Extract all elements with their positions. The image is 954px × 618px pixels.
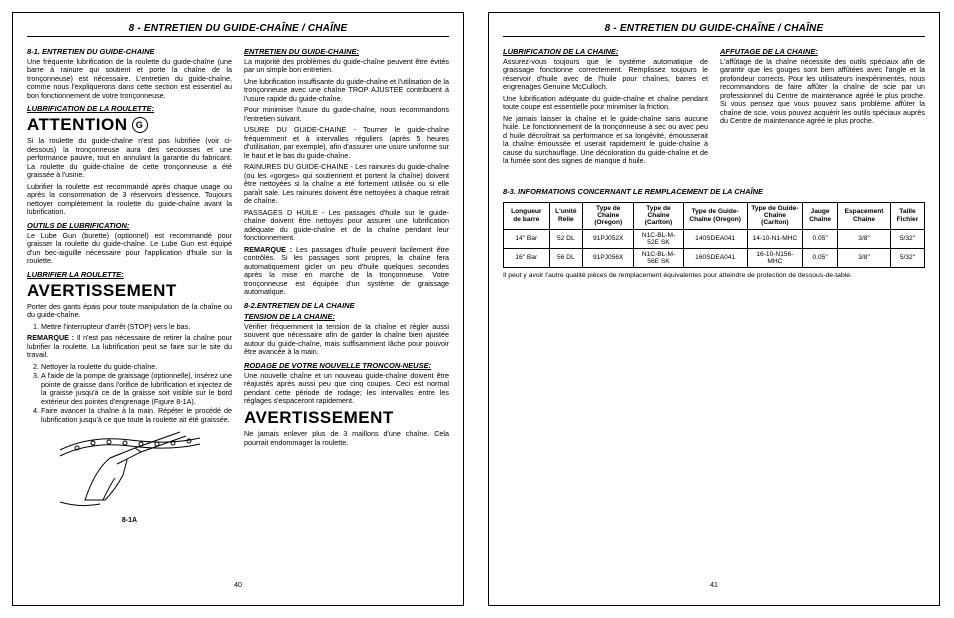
warning-text: AVERTISSEMENT	[27, 281, 177, 301]
list-item: Faire avancer la chaîne à la main. Répét…	[41, 407, 232, 424]
list-item: Nettoyer la roulette du guide-chaîne.	[41, 363, 232, 371]
remark: REMARQUE : Il n'est pas nécessaire de re…	[27, 334, 232, 359]
table-title: 8-3. INFORMATIONS CONCERNANT LE REMPLACE…	[503, 187, 925, 196]
table-cell: 140SDEA041	[683, 229, 747, 248]
attention-circle-icon: G	[132, 117, 148, 133]
figure-8-1a-illustration	[55, 430, 205, 515]
body-text: Vérifier fréquemment la tension de la ch…	[244, 323, 449, 357]
table-row: 14" Bar52 DL91PJ052XN1C-BL-M-52E SK140SD…	[504, 229, 925, 248]
table-cell: 52 DL	[549, 229, 583, 248]
replacement-chain-table: Longueur de barreL'unité RelieType de Ch…	[503, 202, 925, 268]
table-row: 16" Bar56 DL91PJ056XN1C-BL-M-56E SK160SD…	[504, 248, 925, 267]
table-cell: 14-10-N1-MHC	[747, 229, 802, 248]
body-text: RAINURES DU GUIDE-CHAINE - Les rainures …	[244, 163, 449, 205]
attention-heading: ATTENTION G	[27, 115, 232, 135]
heading: ENTRETIEN DU GUIDE-CHAINE:	[244, 47, 449, 56]
body-text: L'affûtage de la chaîne nécessite des ou…	[720, 58, 925, 126]
body-text: Si la roulette du guide-chaîne n'est pas…	[27, 137, 232, 179]
left-col-2: ENTRETIEN DU GUIDE-CHAINE: La majorité d…	[244, 43, 449, 576]
warning-heading: AVERTISSEMENT	[244, 408, 449, 428]
right-col-1: LUBRIFICATION DE LA CHAINE: Assurez-vous…	[503, 43, 708, 169]
body-text: La majorité des problèmes du guide-chaîn…	[244, 58, 449, 75]
table-cell: 56 DL	[549, 248, 583, 267]
table-cell: 3/8"	[838, 229, 891, 248]
body-text: Lubrifier la roulette est recommandé apr…	[27, 183, 232, 217]
table-cell: 16-10-N156-MHC	[747, 248, 802, 267]
body-text: Porter des gants épais pour toute manipu…	[27, 303, 232, 320]
warning-text: AVERTISSEMENT	[244, 408, 394, 428]
warning-heading: AVERTISSEMENT	[27, 281, 232, 301]
heading: OUTILS DE LUBRIFICATION:	[27, 221, 232, 230]
table-header: Type de Guide-Chaîne (Carlton)	[747, 202, 802, 229]
page-right: 8 - ENTRETIEN DU GUIDE-CHAÎNE / CHAÎNE L…	[488, 12, 940, 606]
figure-caption: 8-1A	[27, 517, 232, 524]
table-note: Il peut y avoir l'autre qualité pièces d…	[503, 272, 925, 280]
section-header: 8 - ENTRETIEN DU GUIDE-CHAÎNE / CHAÎNE	[503, 23, 925, 37]
table-header: Type de Chaîne (Oregon)	[583, 202, 634, 229]
table-header: Jauge Chaîne	[803, 202, 838, 229]
table-header: L'unité Relie	[549, 202, 583, 229]
table-header: Taille Fichier	[890, 202, 924, 229]
list-item: Mettre l'interrupteur d'arrêt (STOP) ver…	[41, 323, 232, 331]
body-text: Ne jamais enlever plus de 3 maillons d'u…	[244, 430, 449, 447]
body-text: Une nouvelle chaîne et un nouveau guide-…	[244, 372, 449, 406]
heading: LUBRIFICATION DE LA ROULETTE:	[27, 104, 232, 113]
list-item: A l'aide de la pompe de graissage (optio…	[41, 372, 232, 406]
page-number: 41	[503, 576, 925, 589]
ordered-list: Nettoyer la roulette du guide-chaîne. A …	[41, 363, 232, 424]
table-header: Espacement Chaîne	[838, 202, 891, 229]
table-cell: N1C-BL-M-56E SK	[634, 248, 683, 267]
section-header: 8 - ENTRETIEN DU GUIDE-CHAÎNE / CHAÎNE	[27, 23, 449, 37]
table-header: Type de Chaîne (Carlton)	[634, 202, 683, 229]
table-cell: 160SDEA041	[683, 248, 747, 267]
table-cell: 0.05"	[803, 229, 838, 248]
heading: 8-1. ENTRETIEN DU GUIDE-CHAINE	[27, 47, 232, 56]
table-cell: N1C-BL-M-52E SK	[634, 229, 683, 248]
remark: REMARQUE : Les passages d'huile peuvent …	[244, 246, 449, 297]
ordered-list: Mettre l'interrupteur d'arrêt (STOP) ver…	[41, 323, 232, 331]
body-text: Une fréquente lubrification de la roulet…	[27, 58, 232, 100]
heading: LUBRIFICATION DE LA CHAINE:	[503, 47, 708, 56]
table-cell: 0.05"	[803, 248, 838, 267]
heading: AFFUTAGE DE LA CHAINE:	[720, 47, 925, 56]
table-header: Type de Guide-Chaîne (Oregon)	[683, 202, 747, 229]
table-cell: 5/32"	[890, 248, 924, 267]
columns-right-top: LUBRIFICATION DE LA CHAINE: Assurez-vous…	[503, 43, 925, 169]
heading: LUBRIFIER LA ROULETTE:	[27, 270, 232, 279]
body-text: Ne jamais laisser la chaîne et le guide-…	[503, 115, 708, 166]
table-cell: 5/32"	[890, 229, 924, 248]
right-col-2: AFFUTAGE DE LA CHAINE: L'affûtage de la …	[720, 43, 925, 169]
table-cell: 14" Bar	[504, 229, 550, 248]
table-header: Longueur de barre	[504, 202, 550, 229]
columns-left: 8-1. ENTRETIEN DU GUIDE-CHAINE Une fréqu…	[27, 43, 449, 576]
attention-text: ATTENTION	[27, 115, 128, 135]
body-text: USURE DU GUIDE-CHAINE - Tourner le guide…	[244, 126, 449, 160]
remark-text: Les passages d'huile peuvent facilement …	[244, 245, 449, 296]
body-text: Une lubrification adéquate du guide-chaî…	[503, 95, 708, 112]
page-left: 8 - ENTRETIEN DU GUIDE-CHAÎNE / CHAÎNE 8…	[12, 12, 464, 606]
body-text: Assurez-vous toujours que le système aut…	[503, 58, 708, 92]
left-col-1: 8-1. ENTRETIEN DU GUIDE-CHAINE Une fréqu…	[27, 43, 232, 576]
body-text: Une lubrification insuffisante du guide-…	[244, 78, 449, 103]
table-cell: 91PJ056X	[583, 248, 634, 267]
heading: 8-2.ENTRETIEN DE LA CHAINE	[244, 301, 449, 310]
body-text: Le Lube Gun (burette) (optionnel) est re…	[27, 232, 232, 266]
heading: RODAGE DE VOTRE NOUVELLE TRONCON-NEUSE:	[244, 361, 449, 370]
page-number: 40	[27, 576, 449, 589]
body-text: PASSAGES D HUILE - Les passages d'huile …	[244, 209, 449, 243]
heading: TENSION DE LA CHAINE:	[244, 312, 449, 321]
body-text: Pour minimiser l'usure du guide-chaîne, …	[244, 106, 449, 123]
table-cell: 3/8"	[838, 248, 891, 267]
table-cell: 16" Bar	[504, 248, 550, 267]
table-cell: 91PJ052X	[583, 229, 634, 248]
